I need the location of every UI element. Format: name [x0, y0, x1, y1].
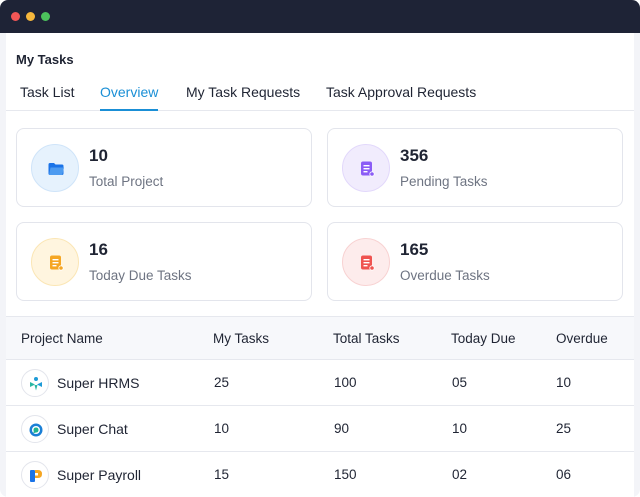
overdue-cell: 25: [556, 421, 572, 436]
close-window-button[interactable]: [11, 12, 20, 21]
column-header-total-tasks[interactable]: Total Tasks: [333, 331, 400, 346]
folder-icon: [31, 144, 79, 192]
tab-overview[interactable]: Overview: [100, 84, 159, 111]
chat-logo-icon: [21, 415, 49, 443]
page-title: My Tasks: [16, 52, 74, 67]
my-tasks-cell: 25: [214, 375, 230, 390]
column-header-project-name[interactable]: Project Name: [21, 331, 103, 346]
overdue-cell: 06: [556, 467, 572, 482]
today-due-cell: 02: [452, 467, 468, 482]
today-due-cell: 05: [452, 375, 468, 390]
stat-card-total-project[interactable]: 10 Total Project: [16, 128, 312, 207]
document-icon: [342, 238, 390, 286]
minimize-window-button[interactable]: [26, 12, 35, 21]
stat-card-pending-tasks[interactable]: 356 Pending Tasks: [327, 128, 623, 207]
main-panel: My Tasks Task List Overview My Task Requ…: [6, 33, 634, 497]
tab-task-approval-requests[interactable]: Task Approval Requests: [326, 84, 477, 100]
hrms-logo-icon: [21, 369, 49, 397]
project-name: Super Payroll: [57, 467, 142, 483]
table-row[interactable]: Super Payroll 15 150 02 06: [6, 452, 634, 497]
maximize-window-button[interactable]: [41, 12, 50, 21]
table-row[interactable]: Super HRMS 25 100 05 10: [6, 360, 634, 406]
tab-bar: Task List Overview My Task Requests Task…: [6, 82, 634, 111]
today-due-cell: 10: [452, 421, 468, 436]
stat-value: 16: [89, 240, 108, 259]
total-tasks-cell: 150: [334, 467, 357, 482]
total-tasks-cell: 90: [334, 421, 350, 436]
column-header-today-due[interactable]: Today Due: [451, 331, 516, 346]
project-name: Super Chat: [57, 421, 128, 437]
total-tasks-cell: 100: [334, 375, 357, 390]
stat-label: Pending Tasks: [400, 174, 488, 189]
overdue-cell: 10: [556, 375, 572, 390]
column-header-my-tasks[interactable]: My Tasks: [213, 331, 270, 346]
project-name: Super HRMS: [57, 375, 140, 391]
stat-card-today-due-tasks[interactable]: 16 Today Due Tasks: [16, 222, 312, 301]
document-icon: [31, 238, 79, 286]
stat-label: Overdue Tasks: [400, 268, 490, 283]
stat-value: 10: [89, 146, 108, 165]
stat-value: 356: [400, 146, 429, 165]
table-header: Project Name My Tasks Total Tasks Today …: [6, 316, 634, 360]
column-header-overdue[interactable]: Overdue: [556, 331, 608, 346]
stat-card-overdue-tasks[interactable]: 165 Overdue Tasks: [327, 222, 623, 301]
tab-my-task-requests[interactable]: My Task Requests: [186, 84, 301, 100]
my-tasks-cell: 15: [214, 467, 230, 482]
window-titlebar: [0, 0, 640, 33]
stat-label: Today Due Tasks: [89, 268, 192, 283]
tab-task-list[interactable]: Task List: [20, 84, 75, 100]
projects-table: Project Name My Tasks Total Tasks Today …: [6, 316, 634, 497]
stat-label: Total Project: [89, 174, 164, 189]
my-tasks-cell: 10: [214, 421, 230, 436]
payroll-logo-icon: [21, 461, 49, 489]
document-icon: [342, 144, 390, 192]
table-row[interactable]: Super Chat 10 90 10 25: [6, 406, 634, 452]
stat-value: 165: [400, 240, 429, 259]
